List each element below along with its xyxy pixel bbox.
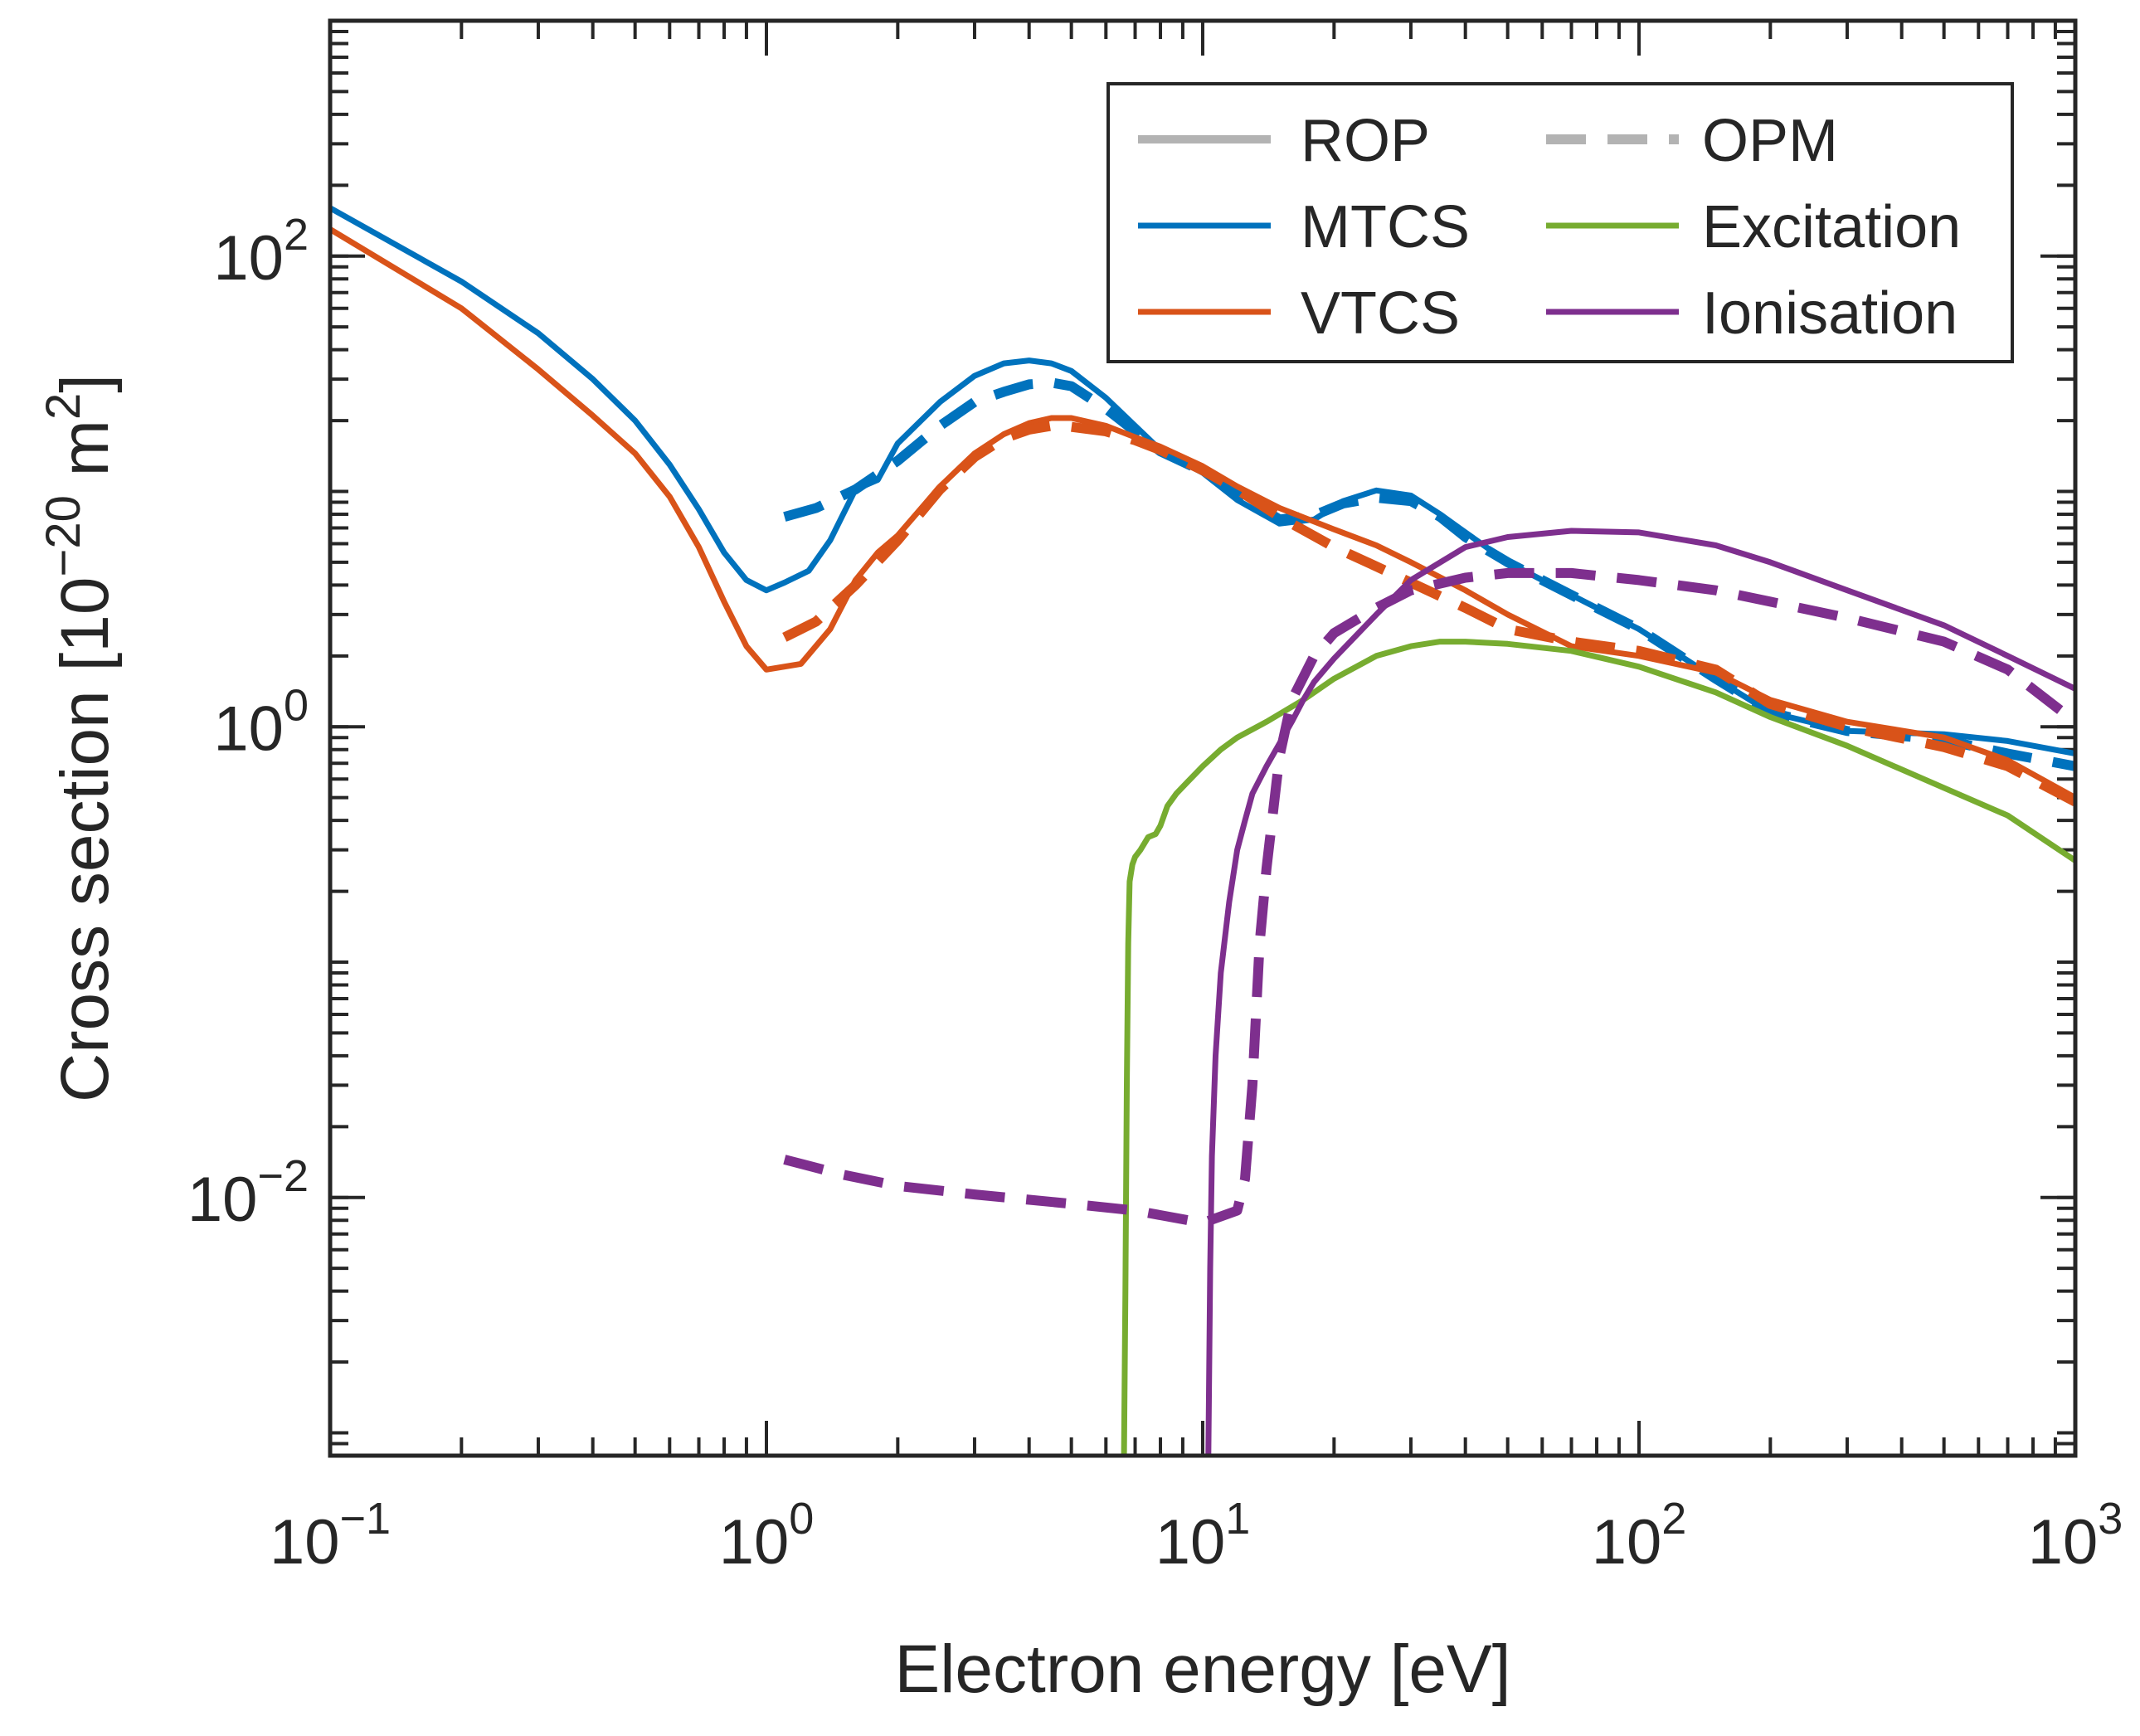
y-axis-title: Cross section [10−20 m2]	[36, 374, 123, 1102]
y-axis-title-unit-exp: 2	[36, 393, 90, 420]
legend-label-ionisation: Ionisation	[1702, 280, 1958, 347]
x-tick-exp: −1	[339, 1494, 391, 1544]
x-tick-label: 100	[719, 1494, 815, 1578]
y-axis-title-exp: −20	[36, 495, 90, 576]
legend: ROP OPM MTCS Excitation VTCS Ionisation	[1106, 82, 2014, 363]
x-tick-base: 10	[2028, 1507, 2099, 1578]
series-layer	[330, 205, 2075, 1456]
x-tick-label: 103	[2028, 1494, 2123, 1578]
y-tick-base: 10	[187, 1165, 258, 1235]
x-tick-exp: 3	[2098, 1494, 2123, 1544]
y-tick-exp: 2	[284, 210, 309, 260]
x-tick-base: 10	[270, 1507, 340, 1578]
series-line-ionisation-opm	[783, 567, 2075, 1228]
y-tick-label: 100	[213, 680, 309, 764]
y-tick-label: 10−2	[187, 1151, 309, 1235]
y-axis-title-unit: m	[47, 420, 123, 495]
x-tick-label: 101	[1155, 1494, 1251, 1578]
series-line-vtcs-opm	[782, 421, 2075, 807]
x-tick-base: 10	[719, 1507, 790, 1578]
y-tick-label: 102	[213, 210, 309, 294]
minor-ticks	[330, 21, 2075, 1457]
legend-label-rop: ROP	[1301, 108, 1430, 174]
legend-label-excitation: Excitation	[1702, 194, 1961, 260]
legend-label-vtcs: VTCS	[1301, 280, 1460, 347]
legend-label-opm: OPM	[1702, 108, 1838, 174]
x-tick-exp: 1	[1225, 1494, 1250, 1544]
x-axis-title: Electron energy [eV]	[895, 1631, 1511, 1707]
x-tick-label: 10−1	[270, 1494, 391, 1578]
series-line-excitation-rop	[1121, 639, 2075, 1456]
x-tick-label: 102	[1592, 1494, 1687, 1578]
x-tick-labels: 10−1 100 101 102 103	[270, 1494, 2123, 1578]
y-tick-exp: 0	[284, 680, 309, 730]
y-axis-title-main: Cross section [10	[47, 577, 123, 1103]
y-axis-title-close: ]	[47, 374, 123, 393]
series-line-ionisation-rop	[1205, 528, 2075, 1456]
x-tick-base: 10	[1155, 1507, 1226, 1578]
x-tick-base: 10	[1592, 1507, 1662, 1578]
x-tick-exp: 0	[789, 1494, 814, 1544]
y-tick-base: 10	[213, 223, 284, 294]
y-tick-base: 10	[213, 693, 284, 764]
legend-label-mtcs: MTCS	[1301, 194, 1470, 260]
y-tick-exp: −2	[257, 1151, 309, 1201]
plot-frame	[328, 18, 2078, 1458]
x-tick-exp: 2	[1661, 1494, 1686, 1544]
series-line-mtcs-rop	[330, 205, 2075, 756]
